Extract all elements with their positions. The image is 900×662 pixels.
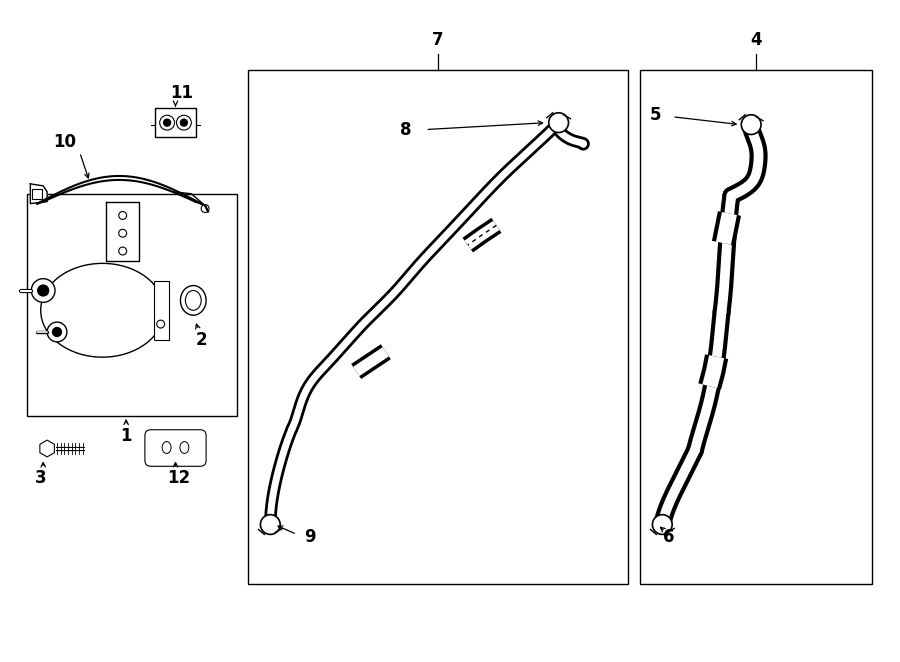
Circle shape: [549, 113, 569, 132]
Bar: [640, 70, 871, 584]
Circle shape: [164, 119, 171, 126]
Text: 2: 2: [195, 331, 207, 349]
Text: 6: 6: [663, 528, 675, 546]
Circle shape: [38, 285, 49, 296]
Circle shape: [32, 279, 55, 303]
Circle shape: [742, 115, 761, 134]
Bar: [32, 189, 42, 199]
Text: 9: 9: [304, 528, 316, 546]
Ellipse shape: [40, 263, 164, 357]
Circle shape: [159, 115, 175, 130]
Text: 10: 10: [53, 134, 76, 152]
FancyBboxPatch shape: [145, 430, 206, 466]
Text: 8: 8: [400, 120, 411, 138]
Ellipse shape: [180, 285, 206, 315]
Ellipse shape: [185, 291, 202, 310]
Text: 4: 4: [751, 30, 762, 49]
Polygon shape: [31, 184, 47, 204]
FancyBboxPatch shape: [155, 108, 196, 138]
Circle shape: [260, 514, 280, 534]
Text: 12: 12: [166, 469, 190, 487]
Ellipse shape: [180, 442, 189, 453]
Polygon shape: [40, 440, 54, 457]
Text: 1: 1: [121, 427, 132, 445]
Text: 11: 11: [170, 84, 193, 102]
Text: 7: 7: [432, 30, 444, 49]
Bar: [248, 70, 627, 584]
Bar: [27, 194, 237, 416]
Ellipse shape: [162, 442, 171, 453]
Text: 3: 3: [34, 469, 46, 487]
Circle shape: [176, 115, 192, 130]
Bar: [154, 281, 168, 340]
Circle shape: [180, 119, 187, 126]
Circle shape: [652, 514, 672, 534]
Circle shape: [52, 328, 61, 336]
Circle shape: [47, 322, 67, 342]
Text: 5: 5: [650, 106, 662, 124]
